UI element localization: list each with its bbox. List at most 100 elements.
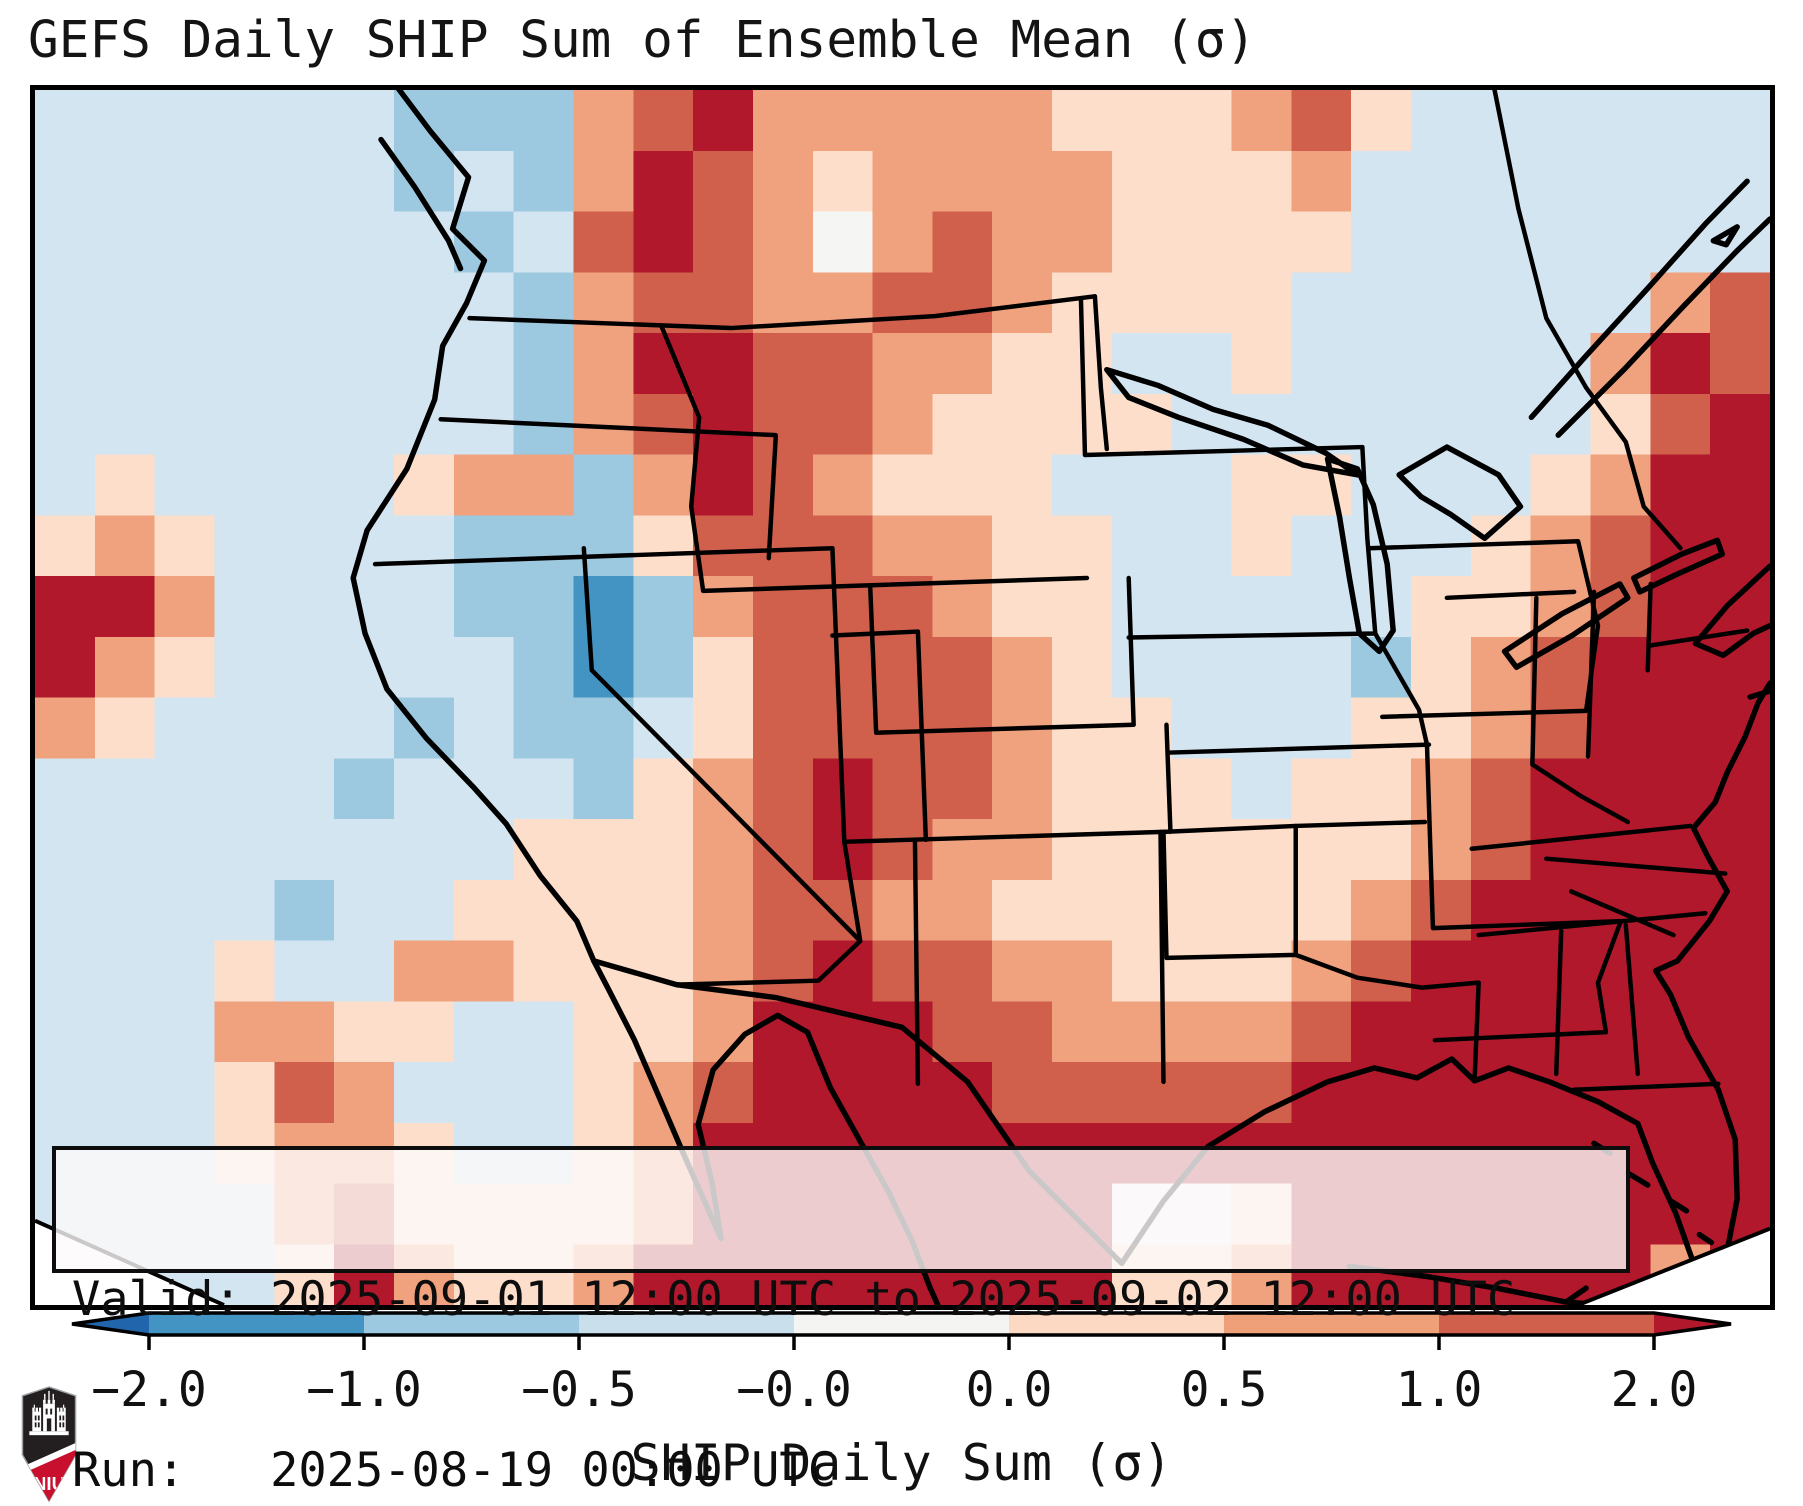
heatmap-cell <box>1590 819 1652 881</box>
heatmap-cell <box>94 515 156 577</box>
heatmap-cell <box>94 636 156 699</box>
heatmap-cell <box>334 1001 395 1063</box>
wedge-bottom-right-edge <box>1577 1226 1770 1305</box>
heatmap-cell <box>274 454 335 517</box>
heatmap-cell <box>932 636 994 699</box>
st-lawrence-coast <box>1528 178 1770 438</box>
heatmap-cell <box>1171 515 1233 577</box>
heatmap-cell <box>752 515 814 577</box>
heatmap-cell <box>633 515 694 577</box>
heatmap-cell <box>752 90 814 152</box>
heatmap-cell <box>274 1001 335 1063</box>
heatmap-cell <box>1111 150 1173 213</box>
heatmap-cell <box>94 393 156 456</box>
colorbar-tick-label: 2.0 <box>1610 1362 1698 1418</box>
heatmap-cell <box>573 758 635 820</box>
heatmap-cell <box>633 819 694 881</box>
info-run-line: Run: 2025-08-19 00:00 UTC <box>72 1443 837 1498</box>
heatmap-cell <box>334 333 395 395</box>
heatmap-cell <box>1411 393 1472 456</box>
heatmap-cell <box>453 758 515 820</box>
vancouver-island <box>378 136 464 272</box>
heatmap-cell <box>1111 576 1173 638</box>
heatmap-cell <box>1530 272 1592 334</box>
heatmap-cell <box>932 879 994 942</box>
heatmap-cell <box>872 879 934 942</box>
heatmap-cell <box>94 758 156 820</box>
heatmap-cell <box>453 1001 515 1063</box>
heatmap-cell <box>752 576 814 638</box>
heatmap-cell <box>1351 879 1412 942</box>
heatmap-cell <box>633 576 694 638</box>
heatmap-cell <box>1052 1062 1113 1124</box>
heatmap-cell <box>1650 90 1711 152</box>
heatmap-cell <box>633 636 694 699</box>
heatmap-cell <box>633 758 694 820</box>
heatmap-cell <box>812 90 874 152</box>
lake-ontario <box>1631 537 1726 595</box>
heatmap-cell <box>1231 576 1293 638</box>
figure-title: GEFS Daily SHIP Sum of Ensemble Mean (σ) <box>28 11 1257 70</box>
heatmap-cell <box>1171 333 1233 395</box>
heatmap-cell <box>393 454 455 517</box>
heatmap-cell <box>752 879 814 942</box>
midwest-borders <box>1444 589 1631 825</box>
heatmap-cell <box>214 393 276 456</box>
heatmap-cell <box>573 636 635 699</box>
heatmap-cell <box>1291 90 1352 152</box>
heatmap-cell <box>932 1001 994 1063</box>
heatmap-cell <box>513 211 575 274</box>
sd-borders <box>1126 444 1378 640</box>
heatmap-cell <box>214 90 276 152</box>
heatmap-cell <box>274 393 335 456</box>
heatmap-cell <box>752 454 814 517</box>
heatmap-cell <box>154 333 216 395</box>
colorbar-segment <box>579 1313 795 1335</box>
heatmap-cell <box>453 333 515 395</box>
heatmap-cell <box>334 454 395 517</box>
logo-text: NIU <box>33 1473 65 1494</box>
heatmap-cell <box>1291 211 1352 274</box>
heatmap-cell <box>94 576 156 638</box>
heatmap-cell <box>1710 150 1770 213</box>
heatmap-cell <box>1590 211 1652 274</box>
heatmap-cell <box>513 150 575 213</box>
heatmap-cell <box>1411 90 1472 152</box>
heatmap-cell <box>214 515 276 577</box>
heatmap-cell <box>1351 940 1412 1003</box>
heatmap-cell <box>274 758 335 820</box>
heatmap-cell <box>1411 636 1472 699</box>
heatmap-cell <box>154 454 216 517</box>
heatmap-cell <box>1411 211 1472 274</box>
heatmap-cell <box>872 211 934 274</box>
heatmap-cell <box>992 333 1053 395</box>
lake-erie <box>1501 581 1631 670</box>
heatmap-cell <box>513 272 575 334</box>
colorbar-segment <box>1439 1313 1655 1335</box>
heatmap-cell <box>693 90 754 152</box>
heatmap-cell <box>1650 1062 1711 1124</box>
heatmap-cell <box>992 515 1053 577</box>
colorbar-axis-label: SHIP Daily Sum (σ) <box>630 1434 1173 1492</box>
heatmap-cell <box>1590 90 1652 152</box>
heatmap-cell <box>154 940 216 1003</box>
heatmap-cell <box>1351 333 1412 395</box>
heatmap-cell <box>453 90 515 152</box>
maritimes-coast <box>1692 563 1770 700</box>
heatmap-cell <box>154 90 216 152</box>
heatmap-cell <box>1291 1001 1352 1063</box>
heatmap-cell <box>812 333 874 395</box>
heatmap-cell <box>214 150 276 213</box>
heatmap-cell <box>932 1062 994 1124</box>
heatmap-cell <box>932 940 994 1003</box>
heatmap-cell <box>992 576 1053 638</box>
heatmap-cell <box>1291 272 1352 334</box>
heatmap-cell <box>1291 636 1352 699</box>
heatmap-cell <box>633 150 694 213</box>
map-panel <box>30 85 1775 1310</box>
heatmap-cell <box>274 1062 335 1124</box>
heatmap-cell <box>992 758 1053 820</box>
heatmap-cell <box>214 454 276 517</box>
heatmap-cell <box>1530 697 1592 760</box>
heatmap-cell <box>214 819 276 881</box>
